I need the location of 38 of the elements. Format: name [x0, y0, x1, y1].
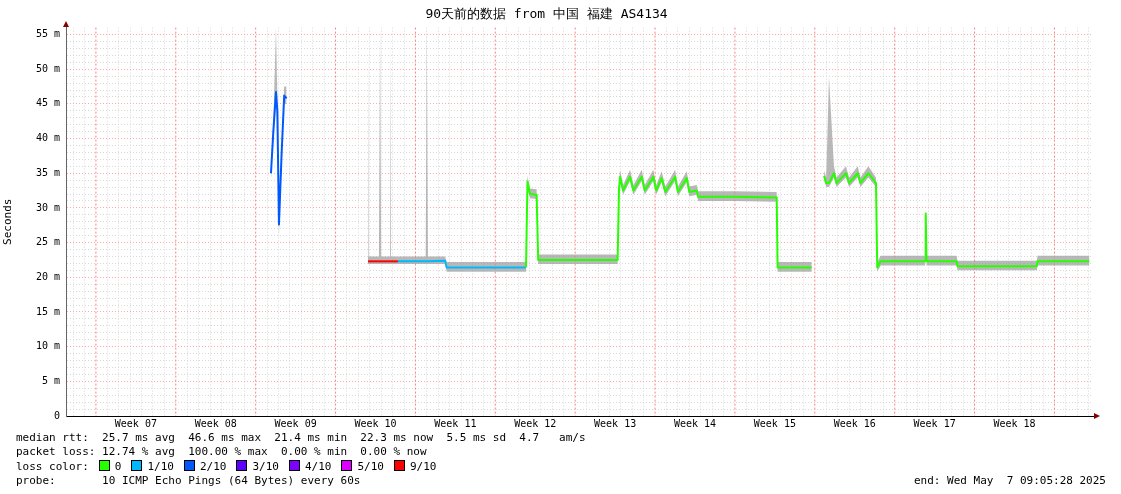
x-tick-label: Week 10 — [354, 417, 397, 429]
legend-label: 2/10 — [199, 459, 227, 473]
x-tick-label: Week 11 — [434, 417, 477, 429]
x-tick-label: Week 14 — [673, 417, 717, 429]
x-tick-label: Week 07 — [114, 417, 157, 429]
y-tick-label: 30 m — [35, 201, 60, 213]
x-tick-label: Week 08 — [194, 417, 237, 429]
x-tick-label: Week 16 — [833, 417, 876, 429]
x-tick-label: Week 17 — [913, 417, 956, 429]
y-tick-label: 55 m — [35, 28, 60, 40]
text: end: Wed May 7 09:05:28 2025 — [913, 473, 1106, 489]
legend-label: 3/10 — [252, 459, 279, 473]
y-tick-label: 45 m — [35, 97, 60, 109]
legend-label: 5/10 — [357, 459, 384, 473]
y-tick-label: 20 m — [35, 270, 60, 282]
x-tick-label: Week 18 — [993, 417, 1036, 429]
x-tick-label: Week 15 — [753, 417, 796, 429]
text: median rtt: 25.7 ms avg 46.6 ms max 21.4 ms min 22.3 ms now 5.5 ms sd 4.7 am/s — [16, 431, 587, 446]
y-tick-label: 0 — [53, 409, 60, 421]
legend-label: 1/10 — [147, 459, 174, 473]
y-tick-label: 35 m — [35, 166, 60, 178]
y-tick-label: 5 m — [41, 374, 60, 386]
x-tick-label: Week 09 — [274, 417, 317, 429]
text: packet loss: 12.74 % avg 100.00 % max 0.00 % min 0.00 % now — [16, 445, 428, 460]
y-tick-label: 15 m — [35, 305, 60, 317]
y-tick-label: 40 m — [35, 132, 60, 144]
y-tick-label: 50 m — [35, 62, 60, 74]
legend-label: 4/10 — [304, 459, 332, 473]
y-axis-title: Seconds — [1, 198, 15, 245]
legend-label: 0 — [114, 459, 122, 473]
y-tick-label: 10 m — [35, 340, 60, 352]
x-tick-label: Week 12 — [514, 417, 557, 429]
legend-title: loss color: — [16, 459, 89, 473]
x-tick-label: Week 13 — [594, 417, 637, 429]
y-tick-label: 25 m — [35, 236, 60, 248]
text: probe: 10 ICMP Echo Pings (64 Bytes) every 60s — [16, 473, 361, 489]
chart-title: 90天前的数据 from 中国 福建 AS4134 — [425, 6, 668, 22]
legend-label: 9/10 — [409, 459, 437, 473]
